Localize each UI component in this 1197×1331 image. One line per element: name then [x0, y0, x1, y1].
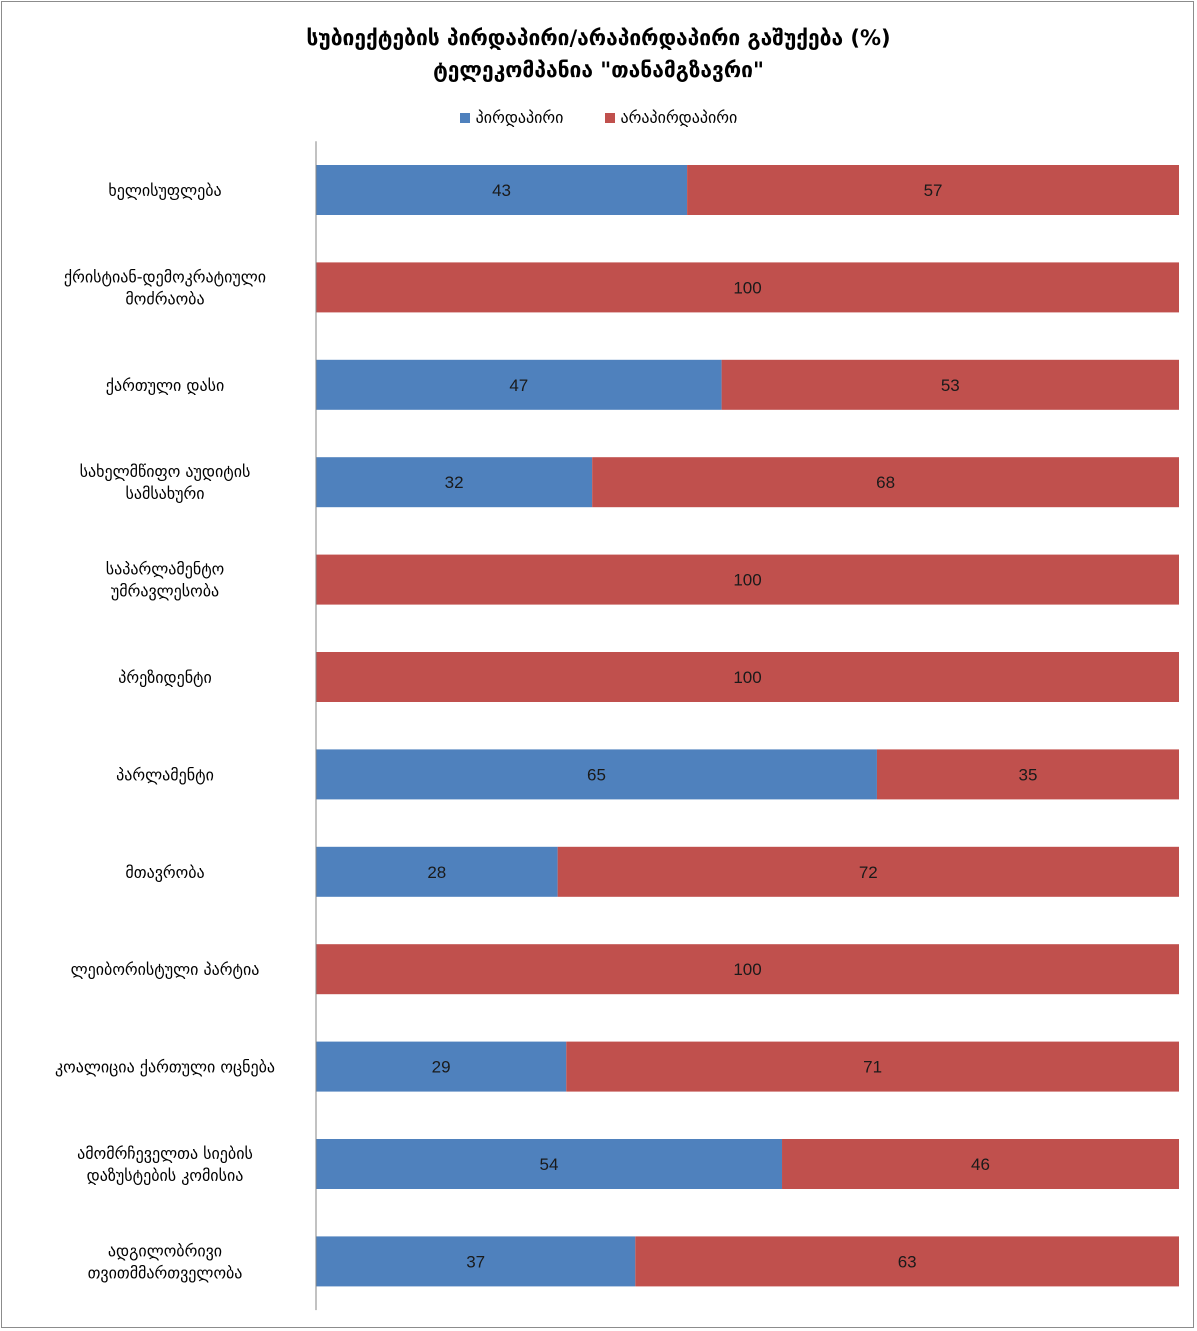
legend-swatch-indirect [604, 113, 615, 123]
data-label-direct-7: 28 [427, 863, 446, 882]
legend-swatch-direct [459, 113, 470, 123]
category-label-6: პარლამენტი [116, 765, 214, 784]
category-label-11: ადგილობრივი თვითმმართველობა [88, 1241, 243, 1282]
bar-direct-0 [316, 165, 688, 215]
chart-title-block: სუბიექტების პირდაპირი/არაპირდაპირი გაშუქ… [0, 22, 1197, 86]
bar-indirect-1 [316, 262, 1179, 313]
data-label-indirect-11: 63 [898, 1252, 917, 1271]
data-label-direct-9: 29 [432, 1058, 451, 1077]
bar-indirect-4 [316, 554, 1179, 605]
data-label-direct-11: 37 [466, 1252, 485, 1271]
bar-indirect-7 [557, 846, 1179, 897]
category-label-4: საპარლამენტო უმრავლესობა [106, 560, 225, 601]
data-label-direct-10: 54 [540, 1155, 559, 1174]
legend-label-direct: პირდაპირი [475, 108, 564, 127]
bar-indirect-6 [876, 749, 1179, 800]
bar-direct-7 [316, 846, 558, 897]
category-label-1: ქრისტიან-დემოკრატიული მოძრაობა [64, 267, 266, 308]
category-label-0: ხელისუფლება [108, 181, 221, 200]
category-label-9: კოალიცია ქართული ოცნება [55, 1058, 275, 1077]
bar-indirect-9 [566, 1041, 1179, 1092]
data-label-indirect-0: 57 [924, 181, 943, 200]
category-label-10: ამომრჩეველთა სიების დაზუსტების კომისია [77, 1144, 253, 1185]
chart-legend: პირდაპირი არაპირდაპირი [0, 106, 1197, 130]
bar-indirect-11 [635, 1236, 1179, 1287]
category-label-7: მთავრობა [125, 863, 204, 882]
data-label-indirect-1: 100 [733, 278, 761, 297]
data-label-indirect-2: 53 [941, 376, 960, 395]
data-label-indirect-6: 35 [1019, 765, 1038, 784]
data-label-direct-6: 65 [587, 765, 606, 784]
category-label-3: სახელმწიფო აუდიტის სამსახური [80, 462, 251, 503]
bar-indirect-0 [687, 165, 1179, 215]
bar-direct-3 [316, 457, 593, 508]
bar-direct-11 [316, 1236, 636, 1287]
legend-item-direct: პირდაპირი [459, 106, 564, 130]
category-label-8: ლეიბორისტული პარტია [71, 960, 260, 979]
data-label-direct-0: 43 [492, 181, 511, 200]
data-label-indirect-3: 68 [876, 473, 895, 492]
bar-direct-2 [316, 359, 722, 410]
data-label-indirect-4: 100 [733, 571, 761, 590]
data-label-direct-2: 47 [509, 376, 528, 395]
chart-subtitle: ტელეკომპანია "თანამგზავრი" [433, 58, 764, 82]
bar-indirect-10 [782, 1139, 1179, 1189]
legend-item-indirect: არაპირდაპირი [604, 106, 738, 130]
data-label-indirect-5: 100 [733, 668, 761, 687]
data-label-indirect-7: 72 [859, 863, 878, 882]
data-label-indirect-8: 100 [733, 960, 761, 979]
bar-direct-10 [316, 1139, 783, 1189]
bar-indirect-3 [592, 457, 1179, 508]
bar-direct-9 [316, 1041, 567, 1092]
data-label-indirect-9: 71 [863, 1058, 882, 1077]
bar-direct-6 [316, 749, 877, 800]
category-label-5: პრეზიდენტი [118, 668, 212, 687]
category-label-2: ქართული დასი [106, 376, 224, 395]
data-label-indirect-10: 46 [971, 1155, 990, 1174]
data-label-direct-3: 32 [445, 473, 464, 492]
chart-title: სუბიექტების პირდაპირი/არაპირდაპირი გაშუქ… [306, 26, 891, 50]
bar-indirect-5 [316, 652, 1179, 702]
bar-indirect-2 [721, 359, 1179, 410]
bar-indirect-8 [316, 944, 1179, 995]
legend-label-indirect: არაპირდაპირი [620, 108, 738, 127]
